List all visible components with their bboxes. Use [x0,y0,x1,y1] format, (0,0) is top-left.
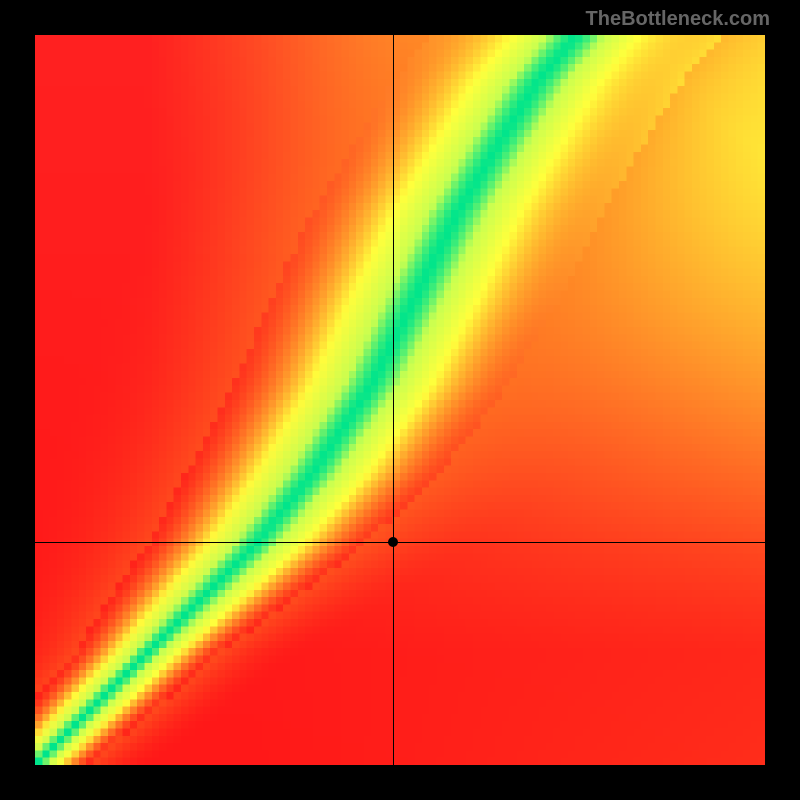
crosshair-horizontal [35,542,765,543]
watermark-text: TheBottleneck.com [586,8,770,31]
chart-container: TheBottleneck.com [0,0,800,800]
crosshair-vertical [393,35,394,765]
marker-dot [388,537,398,547]
plot-area [35,35,765,765]
heatmap-canvas [35,35,765,765]
